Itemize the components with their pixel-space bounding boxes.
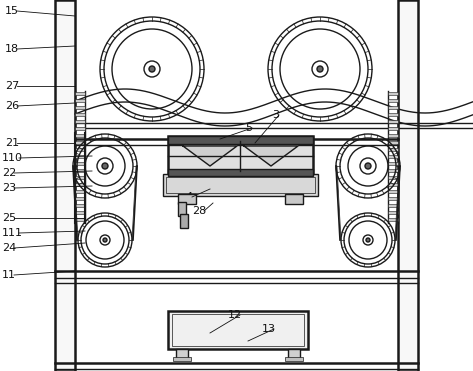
Bar	[75, 134, 85, 137]
Bar	[388, 169, 398, 172]
Bar	[173, 357, 191, 361]
Bar	[75, 120, 85, 123]
Bar	[75, 176, 85, 179]
Bar	[75, 218, 85, 221]
Bar	[388, 197, 398, 200]
Bar	[388, 106, 398, 109]
Bar	[388, 162, 398, 165]
Circle shape	[149, 66, 155, 72]
Bar	[388, 155, 398, 158]
Bar	[75, 204, 85, 207]
Circle shape	[102, 163, 108, 169]
Bar	[388, 204, 398, 207]
Circle shape	[317, 66, 323, 72]
Bar	[75, 127, 85, 130]
Bar	[75, 148, 85, 151]
Text: 11: 11	[2, 270, 16, 280]
Bar	[180, 214, 188, 228]
Bar	[75, 106, 85, 109]
Bar	[75, 113, 85, 116]
Bar	[75, 99, 85, 102]
Bar	[388, 141, 398, 144]
Bar	[168, 136, 313, 144]
Bar	[172, 314, 304, 346]
Bar	[288, 349, 300, 359]
Bar	[75, 169, 85, 172]
Text: 5: 5	[245, 123, 252, 133]
Text: 3: 3	[272, 110, 279, 120]
Bar	[388, 218, 398, 221]
Text: 18: 18	[5, 44, 19, 54]
Circle shape	[366, 238, 370, 242]
Bar	[75, 141, 85, 144]
Text: 4: 4	[185, 192, 192, 202]
Bar	[388, 99, 398, 102]
Bar	[163, 174, 318, 196]
Circle shape	[103, 238, 107, 242]
Bar	[388, 190, 398, 193]
Text: 24: 24	[2, 243, 16, 253]
Bar	[388, 127, 398, 130]
Bar	[388, 211, 398, 214]
Bar	[388, 92, 398, 95]
Polygon shape	[244, 146, 298, 166]
Bar	[398, 0, 418, 371]
Bar	[75, 197, 85, 200]
Bar	[388, 176, 398, 179]
Text: 25: 25	[2, 213, 16, 223]
Text: 111: 111	[2, 228, 23, 238]
Bar	[75, 211, 85, 214]
Text: 27: 27	[5, 81, 19, 91]
Bar	[178, 202, 186, 216]
Text: 110: 110	[2, 153, 23, 163]
Text: 26: 26	[5, 101, 19, 111]
Bar	[285, 194, 303, 204]
Bar	[388, 148, 398, 151]
Text: 13: 13	[262, 324, 276, 334]
Bar	[55, 0, 75, 371]
Bar	[285, 357, 303, 361]
Circle shape	[365, 163, 371, 169]
Polygon shape	[183, 146, 237, 166]
Text: 28: 28	[192, 206, 206, 216]
Bar	[166, 177, 315, 193]
Bar	[75, 92, 85, 95]
Bar	[178, 194, 196, 204]
Bar	[388, 120, 398, 123]
Text: 23: 23	[2, 183, 16, 193]
Bar	[168, 136, 313, 176]
Bar	[176, 349, 188, 359]
Bar	[75, 155, 85, 158]
Bar	[388, 134, 398, 137]
Text: 12: 12	[228, 310, 242, 320]
Text: 21: 21	[5, 138, 19, 148]
Bar	[388, 183, 398, 186]
Bar	[75, 162, 85, 165]
Text: 15: 15	[5, 6, 19, 16]
Bar	[75, 183, 85, 186]
Text: 22: 22	[2, 168, 16, 178]
Bar	[75, 190, 85, 193]
Bar	[168, 169, 313, 176]
Bar	[388, 113, 398, 116]
Bar	[168, 311, 308, 349]
